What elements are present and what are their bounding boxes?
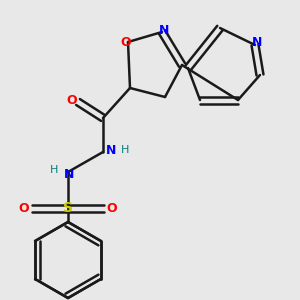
Text: H: H [50,165,58,175]
Text: O: O [19,202,29,214]
Text: O: O [121,35,131,49]
Text: N: N [252,37,262,50]
Text: N: N [64,167,74,181]
Text: S: S [63,201,73,215]
Text: O: O [107,202,117,214]
Text: O: O [67,94,77,106]
Text: N: N [159,23,169,37]
Text: H: H [121,145,129,155]
Text: N: N [106,143,116,157]
